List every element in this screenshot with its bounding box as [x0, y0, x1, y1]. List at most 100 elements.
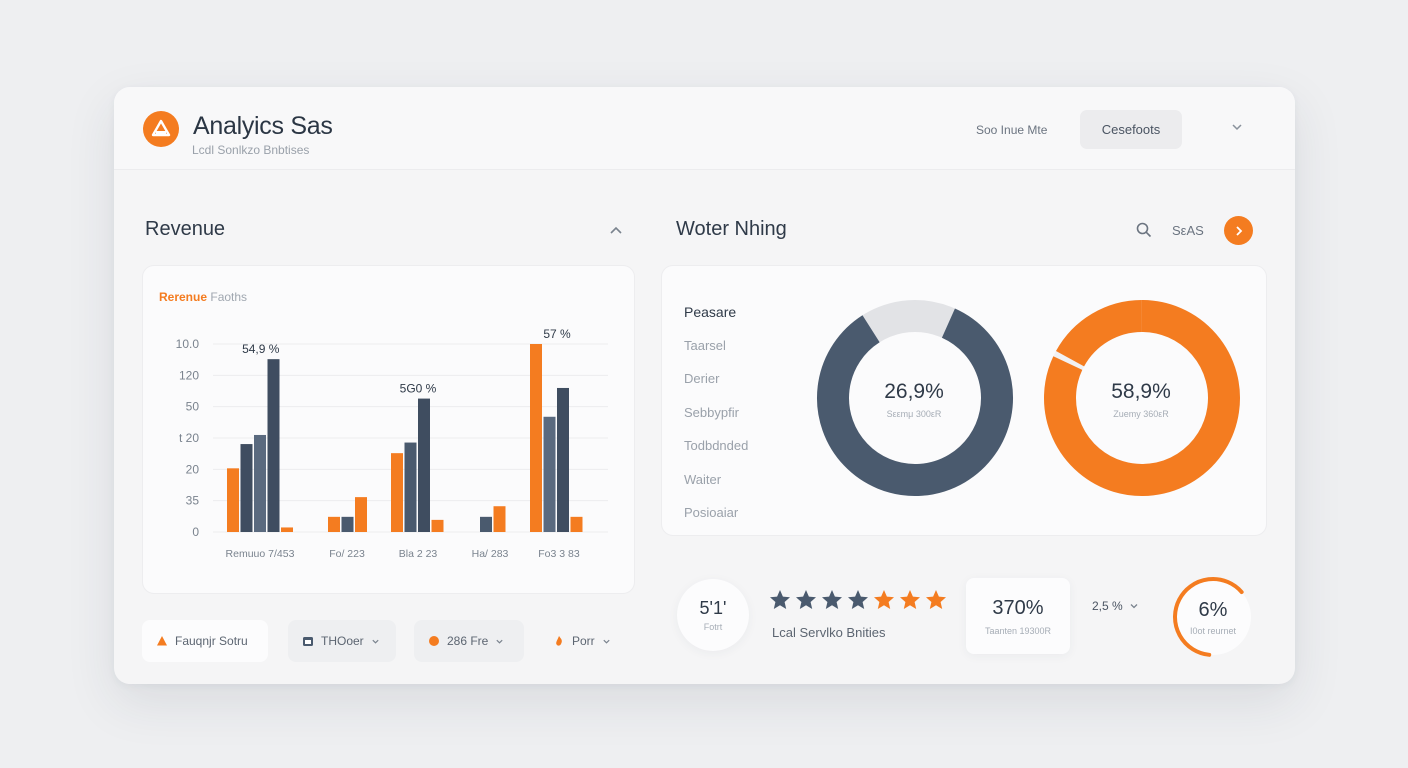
y-tick-label: 0 [192, 525, 199, 539]
percent-card: 370% Taanten 19300R [966, 578, 1070, 654]
percent-label: Taanten 19300R [984, 625, 1052, 636]
bar [328, 516, 340, 532]
forward-button[interactable] [1224, 216, 1253, 245]
breakdown-list-item[interactable]: Waiter [684, 471, 722, 487]
ring-stat: 6% I0ot reurnet [1170, 574, 1256, 660]
x-tick-label: Fo/ 223 [329, 548, 365, 560]
x-tick-label: Bla 2 23 [399, 548, 438, 560]
breakdown-list-item[interactable]: Sebbypfir [684, 404, 739, 420]
top-bar: Analyics Sas Lcdl Sonlkzo Bnbtises Soo I… [114, 87, 1295, 170]
filter-chip-label: 286 Fre [447, 634, 489, 648]
app-subtitle: Lcdl Sonlkzo Bnbtises [192, 143, 310, 157]
bar-data-label: 5G0 % [400, 382, 437, 396]
chevron-up-icon[interactable] [608, 223, 624, 242]
revenue-bar-chart: 0 35 20 t 20 50 120 10.0 54,9 % 5G0 % 57 % Remuuo … [176, 327, 608, 560]
star-icon [872, 588, 896, 617]
breakdown-list-item[interactable]: Posioaiar [684, 505, 739, 520]
legend-series-b: Faoths [210, 290, 248, 304]
rating-stars [768, 588, 948, 617]
small-stat[interactable]: 2,5 % [1092, 599, 1139, 613]
donut2-label: Zuemy 360εR [1113, 409, 1169, 419]
calendar-icon [302, 635, 314, 647]
ring-progress [1173, 577, 1251, 657]
warning-icon [156, 635, 168, 647]
bar [267, 359, 280, 532]
bar [493, 506, 506, 532]
chevron-down-icon [602, 637, 611, 646]
ring-value: 6% [1198, 598, 1228, 621]
chevron-down-icon [371, 637, 380, 646]
bar [227, 468, 239, 532]
bar [341, 516, 354, 532]
filter-chip[interactable]: THOoer [288, 620, 396, 662]
small-stat-value: 2,5 % [1092, 599, 1123, 613]
donut2-arc-rest [1055, 300, 1143, 367]
filter-chip[interactable]: Fauqnjr Sotru [142, 620, 268, 662]
bar [254, 434, 266, 532]
filter-chip[interactable]: 286 Fre [414, 620, 524, 662]
star-icon [794, 588, 818, 617]
filter-chip-label: Porr [572, 634, 595, 648]
toggle-label[interactable]: SεAS [1172, 223, 1204, 238]
y-tick-label: 120 [179, 368, 199, 382]
x-tick-label: Fo3 3 83 [538, 548, 580, 560]
star-icon [820, 588, 844, 617]
flame-icon [553, 635, 565, 647]
bar [543, 416, 556, 532]
bar [391, 453, 403, 532]
stat1-label: Fotrt [703, 622, 723, 632]
donut2-value: 58,9% [1111, 380, 1171, 403]
bar-data-label: 57 % [543, 327, 571, 341]
bar [418, 398, 430, 532]
bar [530, 344, 542, 532]
dashboard-window: Analyics Sas Lcdl Sonlkzo Bnbtises Soo I… [114, 87, 1295, 684]
rating-label: Lcal Servlko Bnities [772, 625, 886, 640]
bar [570, 516, 583, 532]
donut1-value: 26,9% [884, 380, 944, 403]
revenue-chart-card: Rerenue Faoths 0 35 20 t 20 50 120 10.0 54,9 % 5… [142, 265, 635, 594]
filter-chip-label: THOoer [321, 634, 364, 648]
ring-background [1175, 579, 1251, 655]
right-section-title: Woter Nhing [676, 218, 787, 240]
bar [431, 519, 444, 532]
chevron-down-icon[interactable] [1230, 120, 1244, 139]
star-icon [924, 588, 948, 617]
star-icon [768, 588, 792, 617]
breakdown-list-item[interactable]: Taarsel [684, 337, 726, 353]
y-tick-label: 20 [186, 462, 200, 476]
bar [240, 444, 253, 532]
donut2-arc [1044, 300, 1240, 496]
header-button[interactable]: Cesefoots [1080, 110, 1182, 149]
breakdown-list-item[interactable]: Todbdnded [684, 438, 749, 453]
filter-chip-label: Fauqnjr Sotru [175, 634, 248, 648]
breakdown-list-item[interactable]: Peasare [684, 304, 737, 320]
bar [281, 527, 293, 532]
chart-legend: Rerenue Faoths [159, 290, 247, 304]
app-logo-icon [143, 111, 179, 147]
chevron-down-icon [1130, 604, 1138, 609]
tag-icon [428, 635, 440, 647]
donut1-label: Sεεmμ 300εR [886, 409, 942, 419]
breakdown-card: Peasare Taarsel Derier Sebbypfir Todbdnded Wa… [661, 265, 1267, 536]
header-link[interactable]: Soo Inue Mte [976, 123, 1048, 137]
ring-label: I0ot reurnet [1189, 625, 1237, 636]
bar [355, 497, 367, 532]
y-tick-label: 10.0 [176, 337, 200, 351]
arrow-right-icon [1235, 225, 1242, 236]
bar [404, 442, 417, 532]
donut-charts [817, 300, 1240, 496]
search-icon[interactable] [1135, 221, 1153, 244]
bar [480, 516, 492, 532]
stat-circle: 5'1' Fotrt [677, 579, 749, 651]
y-tick-label: t 20 [179, 431, 199, 445]
revenue-title: Revenue [145, 218, 226, 240]
filter-chip[interactable]: Porr [539, 620, 619, 662]
ring-arc [1173, 577, 1244, 657]
chevron-down-icon [495, 637, 504, 646]
x-tick-label: Remuuo 7/453 [226, 548, 295, 560]
percent-value: 370% [992, 596, 1044, 619]
bar [557, 387, 569, 532]
breakdown-list-item[interactable]: Derier [684, 371, 720, 386]
y-tick-label: 35 [186, 494, 200, 508]
bar-data-label: 54,9 % [242, 342, 280, 356]
